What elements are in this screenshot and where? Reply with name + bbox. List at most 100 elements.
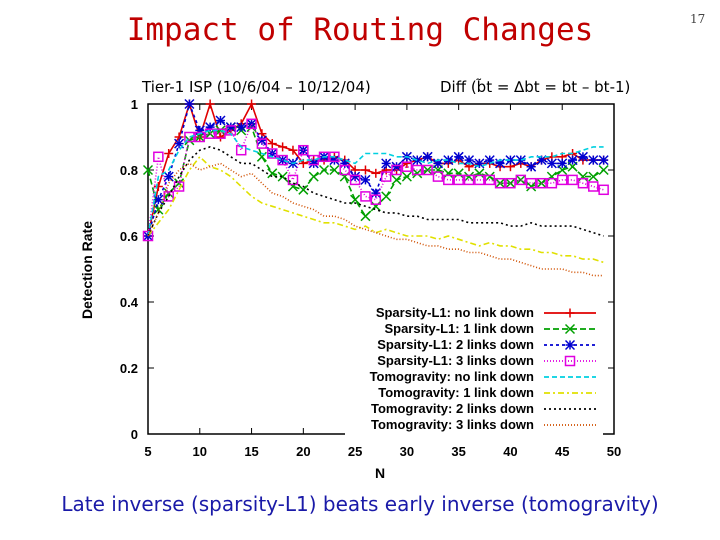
x-marker [391,174,402,185]
square-marker [329,151,340,163]
y-tick-label: 0.2 [120,361,138,376]
legend-label: Tomogravity: 3 links down [371,417,534,432]
square-marker [411,164,423,176]
square-marker [505,177,516,189]
legend-label: Sparsity-L1: 2 links down [377,337,534,352]
data-series [142,98,609,277]
legend-label: Tomogravity: 1 link down [378,385,534,400]
square-marker [153,151,164,163]
x-marker [381,191,392,202]
plus-marker [288,145,298,155]
plus-marker [371,168,381,178]
square-marker [360,191,371,202]
square-marker [318,151,330,163]
x-tick-label: 50 [607,444,621,459]
square-marker [267,148,278,159]
x-marker [401,171,412,182]
x-marker [319,164,330,176]
square-marker [380,171,392,182]
square-marker [525,177,537,189]
star-marker [443,155,454,166]
x-marker [463,171,475,182]
x-marker [515,174,526,185]
star-marker [236,122,247,133]
series-6 [147,155,604,264]
star-marker [515,155,526,166]
plus-marker [267,139,277,149]
series-line [147,146,604,237]
x-marker [142,164,154,176]
star-marker [567,155,578,166]
y-tick-label: 0.6 [120,229,138,244]
star-marker [588,155,599,166]
x-marker [277,171,288,182]
y-tick-label: 0 [131,427,138,442]
legend-label: Tomogravity: 2 links down [371,401,534,416]
star-marker [370,188,381,199]
slide-title: Impact of Routing Changes [126,12,594,48]
series-8 [147,162,604,277]
plus-marker [153,182,163,191]
square-marker [443,174,454,186]
star-marker [350,171,361,182]
x-marker [443,168,454,179]
star-marker [526,161,537,172]
x-marker [453,168,464,179]
square-marker [204,128,216,139]
plus-marker [278,142,288,152]
legend-label: Sparsity-L1: 3 links down [377,353,534,368]
star-marker [163,171,174,182]
x-marker [360,211,371,222]
star-marker [546,158,557,169]
x-tick-label: 25 [348,444,362,459]
plus-marker [565,308,575,318]
square-marker [391,164,402,176]
star-marker [453,151,464,162]
square-marker [577,177,589,189]
x-tick-label: 15 [244,444,258,459]
dataset-subtitle: Tier-1 ISP (10/6/04 – 10/12/04) [142,78,371,96]
x-marker [495,178,506,189]
series-line [147,162,604,277]
square-marker [422,164,433,176]
x-tick-label: 40 [503,444,517,459]
square-marker [246,118,257,130]
y-tick-label: 0.4 [120,295,139,310]
plus-marker [164,149,174,158]
diff-formula: Diff (b̃t = ∆bt = bt – bt-1) [440,78,631,96]
square-marker [215,128,226,139]
x-marker [350,194,361,205]
square-marker [401,161,413,172]
x-marker [298,184,309,195]
x-axis-label: N [375,465,385,481]
square-marker [287,174,299,186]
star-marker [422,151,433,162]
square-marker [349,174,361,186]
star-marker [577,151,588,162]
square-marker [588,181,599,192]
star-marker [463,155,475,166]
x-marker [308,171,319,182]
x-marker [505,178,516,189]
square-marker [546,177,558,189]
series-line [147,101,604,237]
square-marker [432,171,444,182]
square-marker [194,131,206,143]
y-tick-label: 1 [131,97,138,112]
square-marker [277,154,288,166]
x-marker [546,171,557,182]
square-marker [536,177,547,189]
x-marker [215,125,226,136]
x-marker [577,171,588,182]
square-marker [567,174,578,186]
square-marker [463,174,475,186]
slide-caption: Late inverse (sparsity-L1) beats early i… [61,492,659,516]
x-marker [564,323,576,335]
x-marker [184,135,195,146]
square-marker [474,174,485,186]
square-marker [256,138,268,149]
square-marker [598,184,609,196]
square-marker [564,355,576,367]
x-tick-label: 5 [144,444,151,459]
star-marker [564,339,576,351]
